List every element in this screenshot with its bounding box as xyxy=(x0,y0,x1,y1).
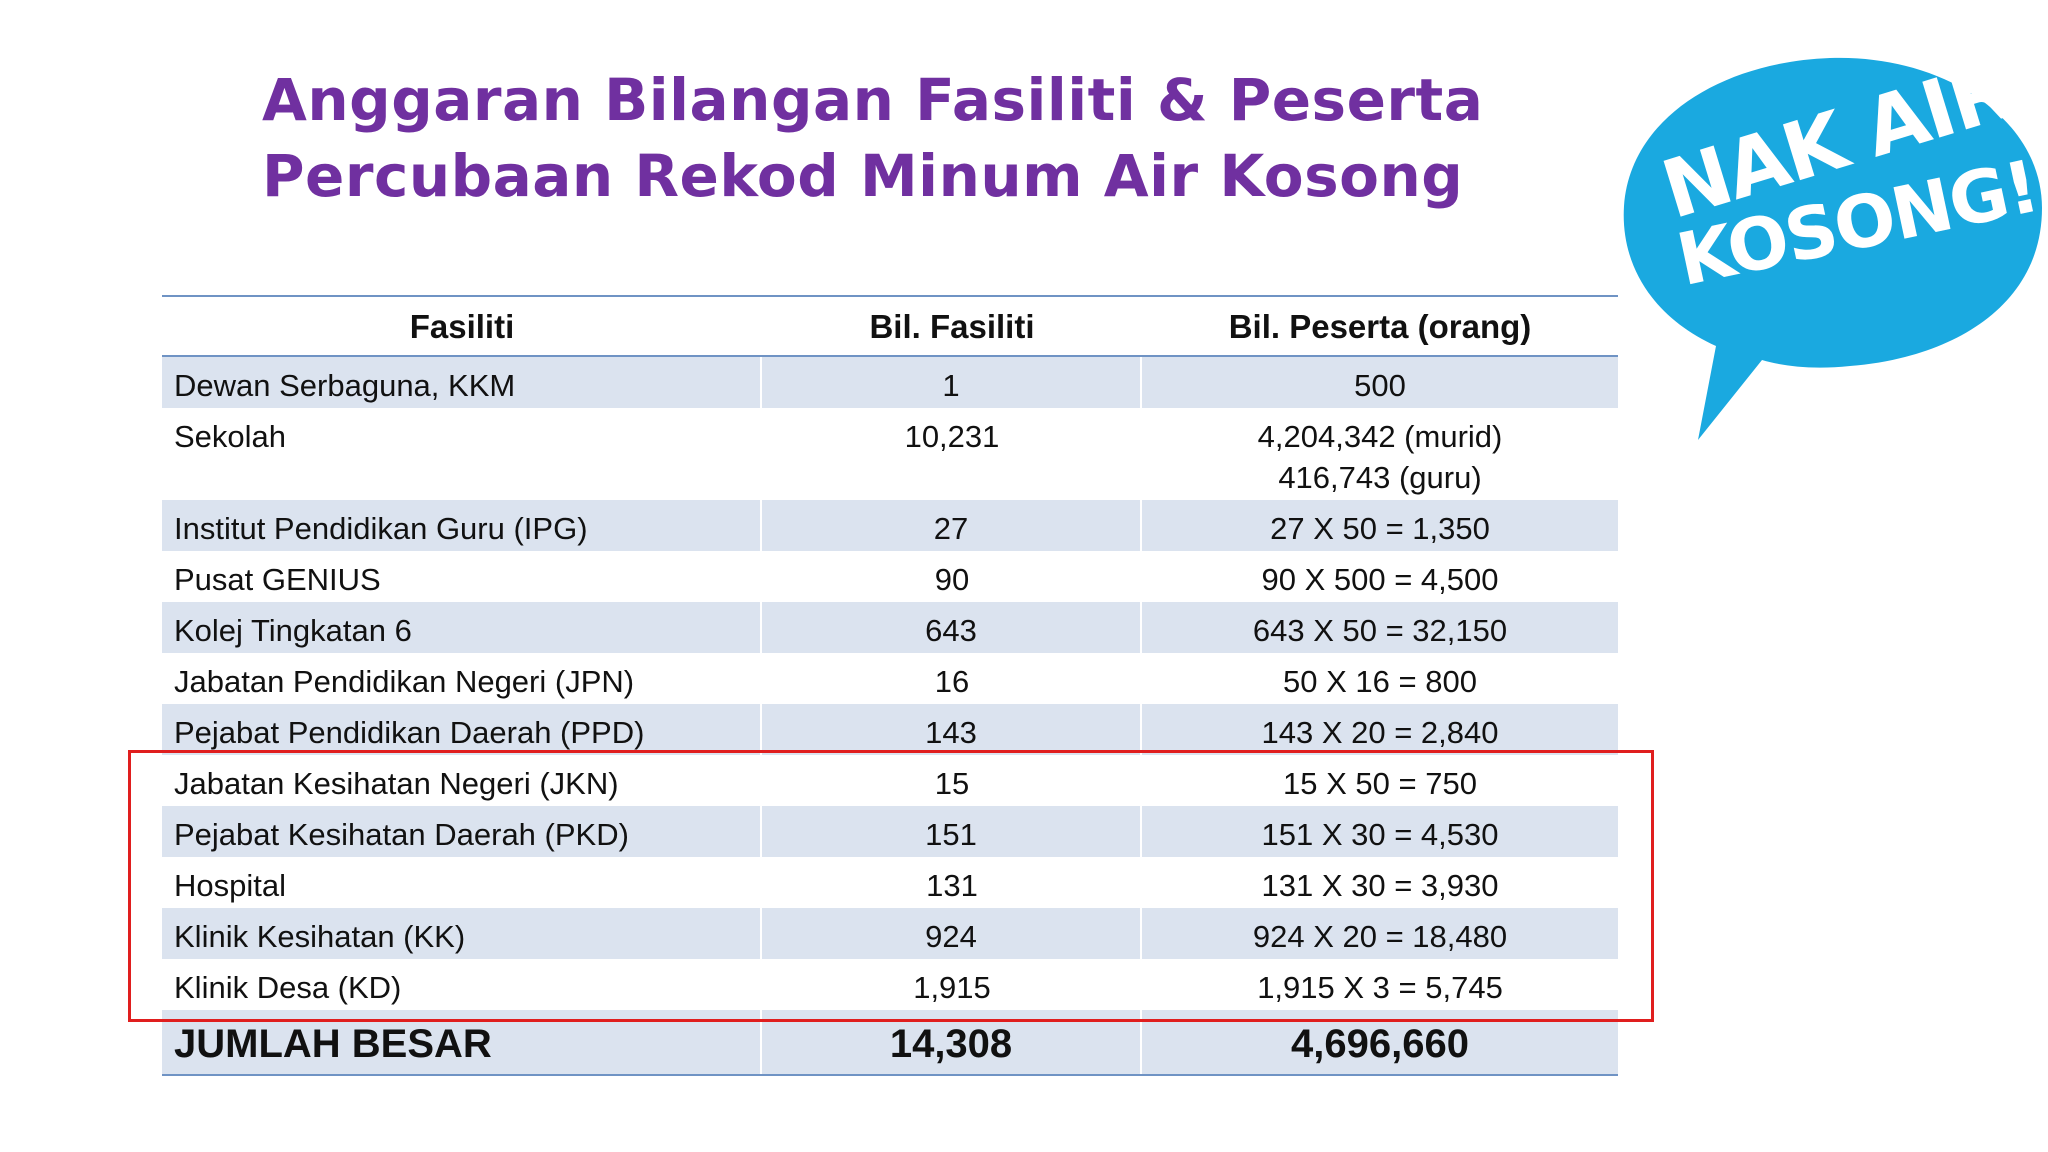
cell-peserta: 15 X 50 = 750 xyxy=(1283,766,1477,801)
cell-bil: 90 xyxy=(934,562,970,597)
slide-title-line-1: Anggaran Bilangan Fasiliti & Peserta xyxy=(262,66,1484,134)
table-row: Dewan Serbaguna, KKM 1 500 xyxy=(162,357,1618,408)
table-row: Klinik Desa (KD) 1,915 1,915 X 3 = 5,745 xyxy=(162,959,1618,1010)
total-peserta: 4,696,660 xyxy=(1291,1022,1469,1066)
cell-peserta: 27 X 50 = 1,350 xyxy=(1270,511,1490,546)
cell-bil: 151 xyxy=(762,806,1142,857)
health-facilities-highlight-box xyxy=(128,750,1654,1022)
cell-peserta: 151 X 30 = 4,530 xyxy=(1261,817,1499,852)
cell-peserta: 131 X 30 = 3,930 xyxy=(1261,868,1499,903)
cell-fasiliti: Institut Pendidikan Guru (IPG) xyxy=(162,500,762,551)
cell-bil: 16 xyxy=(934,664,970,699)
cell-bil: 10,231 xyxy=(904,419,1000,454)
cell-peserta: 924 X 20 = 18,480 xyxy=(1252,919,1508,954)
table-row: Institut Pendidikan Guru (IPG) 27 27 X 5… xyxy=(162,500,1618,551)
table-row: Pejabat Pendidikan Daerah (PPD) 143 143 … xyxy=(162,704,1618,755)
cell-bil: 131 xyxy=(926,868,978,903)
cell-peserta: 143 X 20 = 2,840 xyxy=(1261,715,1499,750)
slide-title-line-2: Percubaan Rekod Minum Air Kosong xyxy=(262,142,1464,210)
cell-fasiliti: Kolej Tingkatan 6 xyxy=(162,602,762,653)
table-row: Klinik Kesihatan (KK) 924 924 X 20 = 18,… xyxy=(162,908,1618,959)
table-row: Pusat GENIUS 90 90 X 500 = 4,500 xyxy=(162,551,1618,602)
cell-peserta-murid: 4,204,342 (murid) xyxy=(1257,419,1503,454)
total-label: JUMLAH BESAR xyxy=(162,1010,762,1074)
total-bil: 14,308 xyxy=(762,1010,1142,1074)
slide-title: Anggaran Bilangan Fasiliti & Peserta Per… xyxy=(262,62,1502,214)
cell-peserta: 643 X 50 = 32,150 xyxy=(1252,613,1508,648)
cell-fasiliti: Sekolah xyxy=(174,419,287,454)
cell-fasiliti: Pejabat Pendidikan Daerah (PPD) xyxy=(162,704,762,755)
cell-bil: 1,915 xyxy=(913,970,991,1005)
cell-bil: 643 xyxy=(762,602,1142,653)
header-fasiliti: Fasiliti xyxy=(409,308,515,345)
table-row: Sekolah 10,231 4,204,342 (murid) 416,743… xyxy=(162,408,1618,500)
table-row: Hospital 131 131 X 30 = 3,930 xyxy=(162,857,1618,908)
cell-bil: 27 xyxy=(762,500,1142,551)
header-bil-fasiliti: Bil. Fasiliti xyxy=(869,308,1035,345)
cell-bil: 15 xyxy=(934,766,970,801)
speech-bubble-icon xyxy=(1623,57,2042,440)
cell-peserta: 1,915 X 3 = 5,745 xyxy=(1257,970,1503,1005)
cell-peserta: 90 X 500 = 4,500 xyxy=(1261,562,1499,597)
cell-peserta: 50 X 16 = 800 xyxy=(1283,664,1477,699)
cell-fasiliti: Klinik Desa (KD) xyxy=(174,970,402,1005)
header-bil-peserta: Bil. Peserta (orang) xyxy=(1228,308,1532,345)
nak-air-kosong-logo: NAK AIR KOSONG! xyxy=(1612,43,2048,448)
table-row: Jabatan Pendidikan Negeri (JPN) 16 50 X … xyxy=(162,653,1618,704)
cell-fasiliti: Jabatan Kesihatan Negeri (JKN) xyxy=(174,766,619,801)
cell-fasiliti: Klinik Kesihatan (KK) xyxy=(162,908,762,959)
cell-peserta: 4,204,342 (murid) 416,743 (guru) xyxy=(1142,408,1618,500)
cell-fasiliti: Jabatan Pendidikan Negeri (JPN) xyxy=(174,664,635,699)
table-header-row: Fasiliti Bil. Fasiliti Bil. Peserta (ora… xyxy=(162,297,1618,357)
table-row: Kolej Tingkatan 6 643 643 X 50 = 32,150 xyxy=(162,602,1618,653)
cell-bil: 143 xyxy=(762,704,1142,755)
cell-bil: 1 xyxy=(762,357,1142,408)
table-row: Jabatan Kesihatan Negeri (JKN) 15 15 X 5… xyxy=(162,755,1618,806)
cell-peserta: 500 xyxy=(1354,368,1406,403)
cell-fasiliti: Hospital xyxy=(174,868,286,903)
cell-fasiliti: Pejabat Kesihatan Daerah (PKD) xyxy=(162,806,762,857)
cell-peserta-guru: 416,743 (guru) xyxy=(1278,460,1482,495)
cell-fasiliti: Dewan Serbaguna, KKM xyxy=(162,357,762,408)
cell-fasiliti: Pusat GENIUS xyxy=(174,562,381,597)
cell-bil: 924 xyxy=(762,908,1142,959)
table-row: Pejabat Kesihatan Daerah (PKD) 151 151 X… xyxy=(162,806,1618,857)
